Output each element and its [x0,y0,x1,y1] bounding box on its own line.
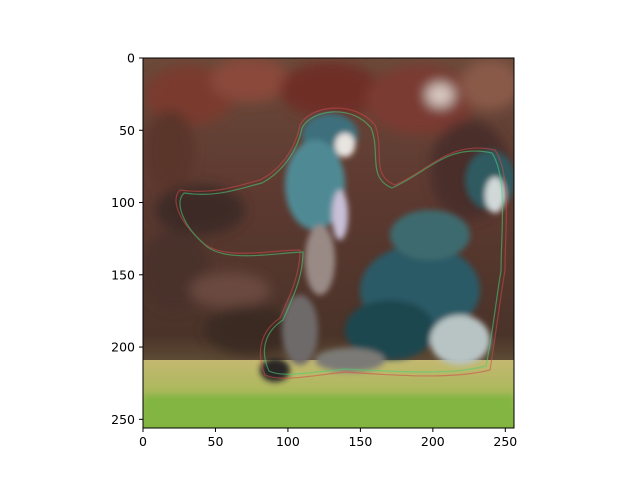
catcher-umpire-figures [315,150,514,372]
x-tick-label: 200 [421,434,445,449]
x-tick-label: 0 [139,434,147,449]
batter-figure [260,113,358,382]
x-axis: 0 50 100 150 200 250 [139,428,517,449]
reconstructed-photo [143,58,514,428]
y-axis: 0 50 100 150 200 250 [111,51,143,427]
y-tick-label: 50 [119,123,135,138]
y-tick-label: 200 [111,340,135,355]
y-tick-label: 0 [127,51,135,66]
x-tick-label: 150 [348,434,372,449]
y-tick-label: 150 [111,267,135,282]
contour-outlines [175,107,508,379]
x-tick-label: 50 [208,434,224,449]
axes-frame [142,57,515,429]
y-tick-label: 100 [111,195,135,210]
x-tick-label: 100 [276,434,300,449]
x-tick-label: 250 [493,434,517,449]
y-tick-label: 250 [111,412,135,427]
